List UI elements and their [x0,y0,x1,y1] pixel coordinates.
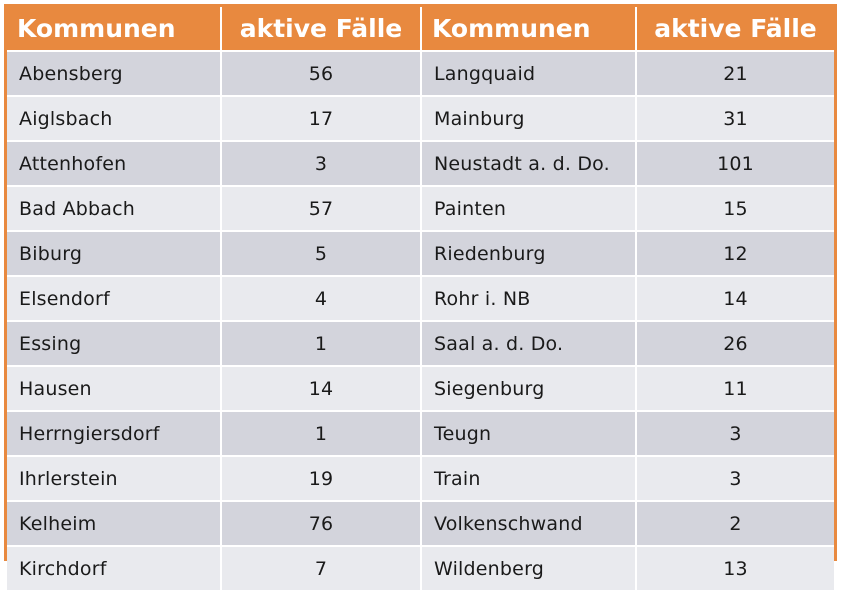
table-row: Biburg 5 Riedenburg 12 [7,230,834,276]
table-row: Aiglsbach 17 Mainburg 31 [7,95,834,141]
active-cases-right: 3 [636,410,834,456]
municipality-name-right: Neustadt a. d. Do. [421,140,637,186]
active-cases-left: 76 [221,500,422,546]
header-aktive-faelle-right: aktive Fälle [636,7,834,51]
table-row: Ihrlerstein 19 Train 3 [7,455,834,501]
municipality-name-right: Teugn [421,410,637,456]
municipality-name-left: Essing [7,320,222,366]
active-cases-right: 2 [636,500,834,546]
municipality-name-left: Bad Abbach [7,185,222,231]
active-cases-right: 15 [636,185,834,231]
active-cases-right: 21 [636,50,834,96]
active-cases-left: 14 [221,365,422,411]
municipality-name-left: Aiglsbach [7,95,222,141]
active-cases-right: 3 [636,455,834,501]
municipality-name-right: Painten [421,185,637,231]
table-row: Herrngiersdorf 1 Teugn 3 [7,410,834,456]
municipality-name-right: Riedenburg [421,230,637,276]
table-row: Kirchdorf 7 Wildenberg 13 [7,545,834,590]
active-cases-left: 7 [221,545,422,590]
municipality-name-right: Saal a. d. Do. [421,320,637,366]
municipality-name-right: Siegenburg [421,365,637,411]
municipality-name-right: Mainburg [421,95,637,141]
municipality-name-left: Kelheim [7,500,222,546]
table-row: Hausen 14 Siegenburg 11 [7,365,834,411]
active-cases-left: 19 [221,455,422,501]
active-cases-right: 13 [636,545,834,590]
municipality-name-left: Elsendorf [7,275,222,321]
municipality-name-right: Train [421,455,637,501]
municipality-name-right: Langquaid [421,50,637,96]
table-row: Elsendorf 4 Rohr i. NB 14 [7,275,834,321]
municipality-name-left: Attenhofen [7,140,222,186]
municipality-name-left: Herrngiersdorf [7,410,222,456]
cases-table-container: Kommunen aktive Fälle Kommunen aktive Fä… [4,4,837,590]
header-kommunen-left: Kommunen [7,7,222,51]
active-cases-left: 5 [221,230,422,276]
table-row: Bad Abbach 57 Painten 15 [7,185,834,231]
municipality-name-left: Biburg [7,230,222,276]
cases-table: Kommunen aktive Fälle Kommunen aktive Fä… [7,7,834,590]
municipality-name-left: Abensberg [7,50,222,96]
table-row: Attenhofen 3 Neustadt a. d. Do. 101 [7,140,834,186]
header-kommunen-right: Kommunen [421,7,637,51]
active-cases-left: 1 [221,320,422,366]
active-cases-left: 3 [221,140,422,186]
municipality-name-right: Rohr i. NB [421,275,637,321]
table-row: Essing 1 Saal a. d. Do. 26 [7,320,834,366]
table-row: Kelheim 76 Volkenschwand 2 [7,500,834,546]
municipality-name-right: Volkenschwand [421,500,637,546]
active-cases-right: 31 [636,95,834,141]
active-cases-right: 12 [636,230,834,276]
active-cases-right: 101 [636,140,834,186]
municipality-name-left: Hausen [7,365,222,411]
active-cases-left: 56 [221,50,422,96]
active-cases-right: 26 [636,320,834,366]
active-cases-left: 4 [221,275,422,321]
active-cases-right: 11 [636,365,834,411]
table-row: Abensberg 56 Langquaid 21 [7,50,834,96]
active-cases-right: 14 [636,275,834,321]
municipality-name-left: Ihrlerstein [7,455,222,501]
active-cases-left: 57 [221,185,422,231]
municipality-name-left: Kirchdorf [7,545,222,590]
table-header-row: Kommunen aktive Fälle Kommunen aktive Fä… [7,7,834,51]
active-cases-left: 1 [221,410,422,456]
municipality-name-right: Wildenberg [421,545,637,590]
header-aktive-faelle-left: aktive Fälle [221,7,422,51]
active-cases-left: 17 [221,95,422,141]
